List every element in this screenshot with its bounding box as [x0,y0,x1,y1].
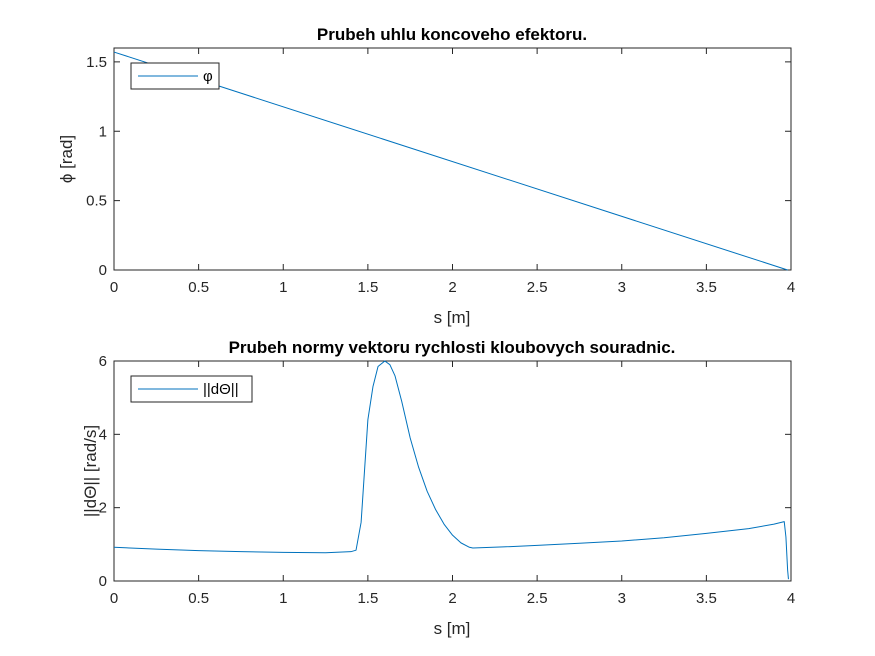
x-tick-label: 2 [448,590,456,607]
x-tick-label: 3 [618,279,626,296]
y-tick-label: 1 [99,123,107,140]
yticks-1: 0 0.5 1 1.5 [86,54,791,279]
x-tick-label: 3.5 [696,590,717,607]
x-tick-label: 2.5 [527,590,548,607]
subplot-angle: 0 0.5 1 1.5 2 2.5 3 3.5 4 0 0.5 1 1.5 Prubeh uhlu k… [57,25,795,327]
series-line [113,360,789,580]
series-line [113,51,788,271]
axes-box-1 [113,47,792,271]
x-axis-label-2: s [m] [434,619,471,638]
x-tick-label: 3 [618,590,626,607]
x-tick-label: 2.5 [527,279,548,296]
x-tick-label: 2 [448,279,456,296]
x-tick-label: 4 [787,279,795,296]
y-axis-label-1: ϕ [rad] [57,135,76,183]
y-tick-label: 4 [99,426,107,443]
y-tick-label: 2 [99,500,107,517]
subplot-joint-velocity: 0 0.5 1 1.5 2 2.5 3 3.5 4 0 2 4 6 Prubeh normy vekt… [81,338,795,638]
x-tick-label: 3.5 [696,279,717,296]
x-tick-label: 1.5 [357,279,378,296]
x-tick-label: 1 [279,279,287,296]
x-tick-label: 4 [787,590,795,607]
legend-2: ||dΘ|| [130,375,253,403]
y-tick-label: 0.5 [86,193,107,210]
x-axis-label-1: s [m] [434,308,471,327]
yticks-2: 0 2 4 6 [99,353,791,590]
x-tick-label: 1.5 [357,590,378,607]
x-tick-label: 0 [110,590,118,607]
legend-label-2: ||dΘ|| [203,381,239,398]
y-tick-label: 0 [99,262,107,279]
x-tick-label: 0 [110,279,118,296]
x-tick-label: 0.5 [188,590,209,607]
y-tick-label: 1.5 [86,54,107,71]
y-tick-label: 0 [99,573,107,590]
series-lines-2 [113,360,789,580]
legend-1: φ [130,62,220,90]
chart-title-2: Prubeh normy vektoru rychlosti kloubovyc… [229,338,676,357]
y-axis-label-2: ||dΘ|| [rad/s] [81,425,100,517]
chart-title-1: Prubeh uhlu koncoveho efektoru. [317,25,587,44]
x-tick-label: 0.5 [188,279,209,296]
y-tick-label: 6 [99,353,107,370]
xticks-2: 0 0.5 1 1.5 2 2.5 3 3.5 4 [110,361,795,607]
xticks-1: 0 0.5 1 1.5 2 2.5 3 3.5 4 [110,48,795,296]
x-tick-label: 1 [279,590,287,607]
series-lines-1 [113,51,788,271]
legend-label-1: φ [203,68,213,85]
